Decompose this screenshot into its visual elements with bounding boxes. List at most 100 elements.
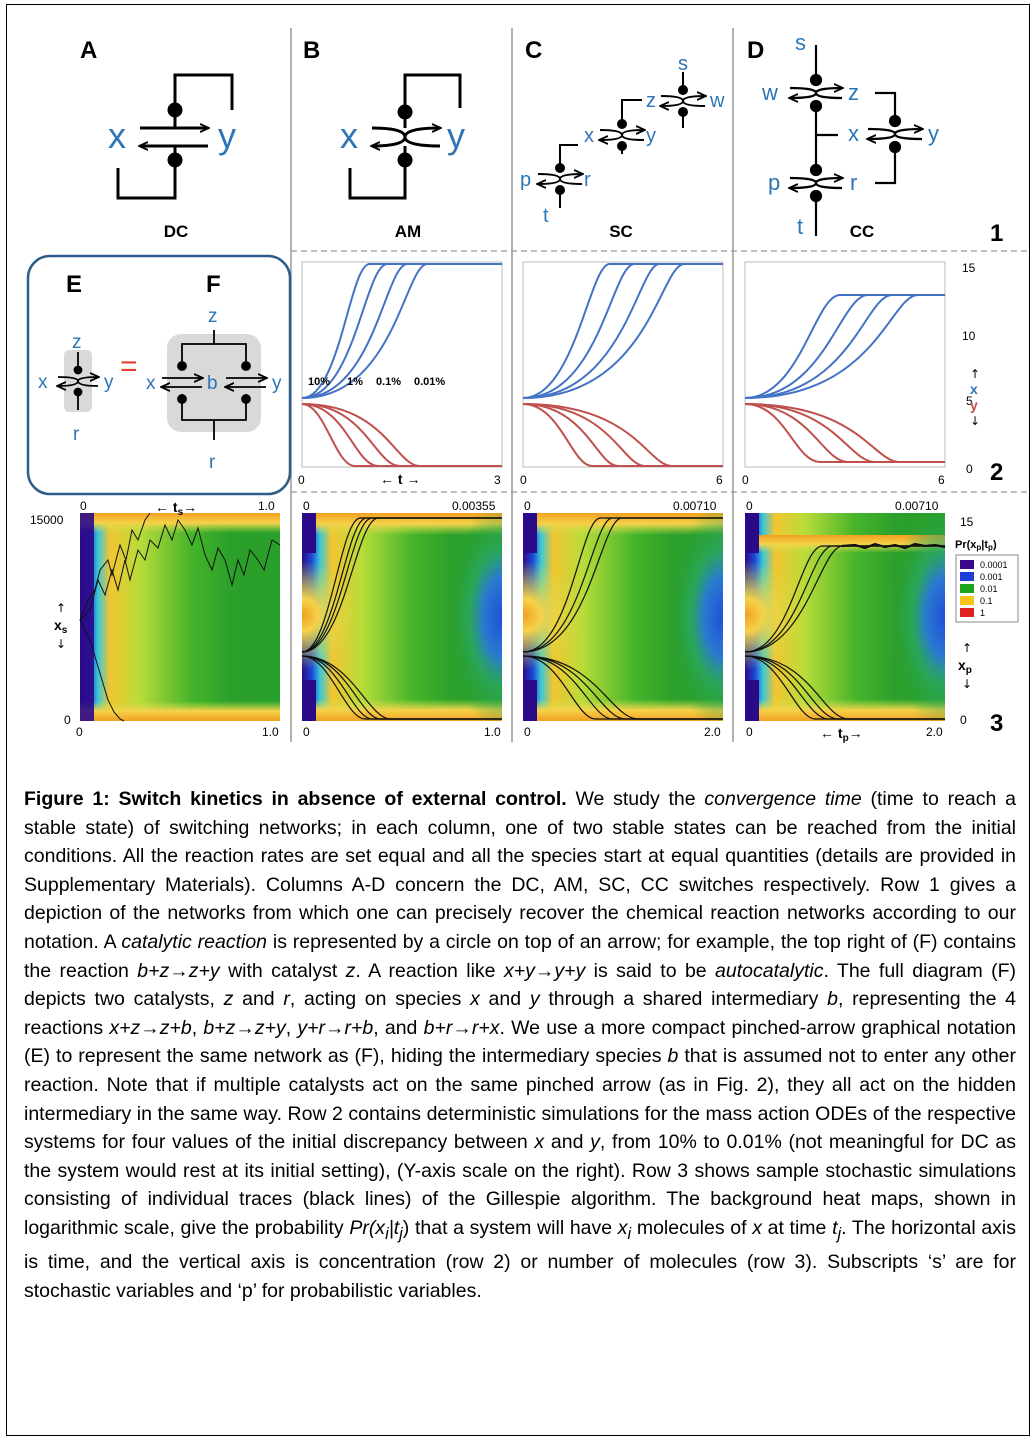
network-name-cc: CC: [850, 222, 875, 241]
f-species-b: b: [207, 373, 218, 394]
legend-swatch: [960, 608, 974, 617]
species-p-sc: p: [520, 169, 531, 191]
network-name-sc: SC: [609, 222, 633, 241]
heatmap-legend: Pr(xp|tp) 0.0001 0.001 0.01 0.1 1: [955, 539, 1019, 623]
bottom-tick-left-sc: 0: [524, 725, 531, 739]
ef-box: [26, 254, 292, 496]
x-tick-right-cc: 6: [938, 473, 945, 487]
legend-label: 0.1: [980, 596, 993, 606]
species-r-cc: r: [850, 170, 857, 195]
top-tick-right-sc: 0.00710: [673, 499, 717, 513]
left-y-var: xs: [54, 617, 68, 636]
x-tick-left-cc: 0: [742, 473, 749, 487]
row2-y-axis-up: ↑: [970, 367, 980, 381]
row2-y-tick-0: 0: [966, 462, 973, 476]
ode-plot-cc: 0 6: [742, 261, 946, 487]
legend-label: 0.01: [980, 584, 998, 594]
right-y-top: 15: [960, 515, 974, 529]
row2-y-tick-15: 15: [962, 261, 976, 275]
left-y-bottom: 0: [64, 713, 71, 727]
ts-label: ← ts→: [155, 499, 197, 518]
time-label: ← t →: [380, 471, 420, 487]
row2-y-tick-10: 10: [962, 329, 976, 343]
species-y-sc: y: [646, 125, 656, 147]
e-diagram: [58, 352, 98, 410]
row-number-2: 2: [990, 459, 1003, 486]
f-diagram: [162, 330, 266, 440]
x-tick-right-sc: 6: [716, 473, 723, 487]
panel-letter-f: F: [206, 271, 221, 298]
row-separators: [291, 250, 1030, 493]
species-z-sc: z: [646, 90, 656, 112]
left-y-top: 15000: [30, 513, 64, 527]
panel-letter-e: E: [66, 271, 82, 298]
discrepancy-label-10: 10%: [308, 376, 330, 388]
x-tick-left-sc: 0: [520, 473, 527, 487]
discrepancy-label-001: 0.01%: [414, 376, 445, 388]
panel-letter-a: A: [80, 37, 97, 64]
e-species-y: y: [104, 372, 114, 393]
top-tick-right-dc: 1.0: [258, 499, 275, 513]
species-s-sc: s: [678, 53, 688, 75]
species-r-sc: r: [584, 169, 591, 191]
tp-label: ← tp→: [820, 725, 863, 744]
species-z-cc: z: [848, 80, 859, 105]
row-number-3: 3: [990, 710, 1003, 737]
figure-caption: Figure 1: Switch kinetics in absence of …: [24, 788, 1017, 1302]
legend-swatch: [960, 572, 974, 581]
right-y-down: ↓: [962, 677, 972, 691]
equals-sign: =: [120, 350, 138, 383]
species-x-cc: x: [848, 121, 859, 146]
e-species-z: z: [72, 332, 82, 353]
discrepancy-label-1: 1%: [347, 376, 363, 388]
legend-label: 0.0001: [980, 560, 1008, 570]
x-tick-left-am: 0: [298, 473, 305, 487]
network-name-am: AM: [395, 222, 421, 241]
network-diagram-am: [348, 73, 462, 200]
species-y-dc: y: [218, 115, 236, 156]
panel-letter-b: B: [303, 37, 320, 64]
species-w-sc: w: [709, 90, 725, 112]
species-y-cc: y: [928, 121, 939, 146]
legend-swatch: [960, 560, 974, 569]
bottom-tick-right-cc: 2.0: [926, 725, 943, 739]
legend-label: 1: [980, 608, 985, 618]
right-y-bottom: 0: [960, 713, 967, 727]
species-x-sc: x: [584, 125, 594, 147]
panel-letter-c: C: [525, 37, 542, 64]
species-s-cc: s: [795, 30, 806, 55]
species-x-dc: x: [108, 115, 126, 156]
network-name-dc: DC: [164, 222, 189, 241]
species-t-cc: t: [797, 214, 803, 239]
stochastic-plot-dc: ← ts→ 0 1.0 0 1.0 15000 0 ↑ xs ↓: [30, 499, 281, 739]
f-shaded-box: [167, 334, 261, 432]
discrepancy-label-01: 0.1%: [376, 376, 401, 388]
bottom-tick-right-dc: 1.0: [262, 725, 279, 739]
f-species-x: x: [146, 373, 156, 394]
network-diagram-sc: [538, 72, 705, 208]
ode-plot-am: 10% 1% 0.1% 0.01% ← t → 0 3: [298, 261, 503, 487]
bottom-tick-left-cc: 0: [746, 725, 753, 739]
heatmap-sc: 0 0.00710 0 2.0: [522, 499, 723, 739]
caption-title: Figure 1: Switch kinetics in absence of …: [24, 788, 567, 810]
top-tick-left-cc: 0: [746, 499, 753, 513]
species-w-cc: w: [761, 80, 778, 105]
row2-y-tick-5: 5: [966, 394, 973, 408]
top-tick-left-am: 0: [303, 499, 310, 513]
top-tick-left-sc: 0: [524, 499, 531, 513]
e-species-r: r: [73, 424, 80, 445]
left-y-up: ↑: [56, 601, 66, 615]
row2-y-axis-down: ↓: [970, 414, 980, 428]
f-species-y: y: [272, 373, 282, 394]
heatmap-cc: 0 0.00710 0 2.0 ← tp→: [744, 499, 946, 744]
row2-y-axis-y: y: [970, 397, 978, 413]
ode-plot-sc: 0 6: [520, 261, 724, 487]
bottom-tick-right-sc: 2.0: [704, 725, 721, 739]
top-tick-right-am: 0.00355: [452, 499, 496, 513]
right-y-var: xp: [958, 657, 972, 676]
figure-frame: [6, 4, 1030, 1436]
f-species-z: z: [208, 306, 218, 327]
x-tick-right-am: 3: [494, 473, 501, 487]
figure: A B C D DC AM SC CC 1 2 3 x y x y: [26, 28, 1030, 744]
top-tick-right-cc: 0.00710: [895, 499, 939, 513]
